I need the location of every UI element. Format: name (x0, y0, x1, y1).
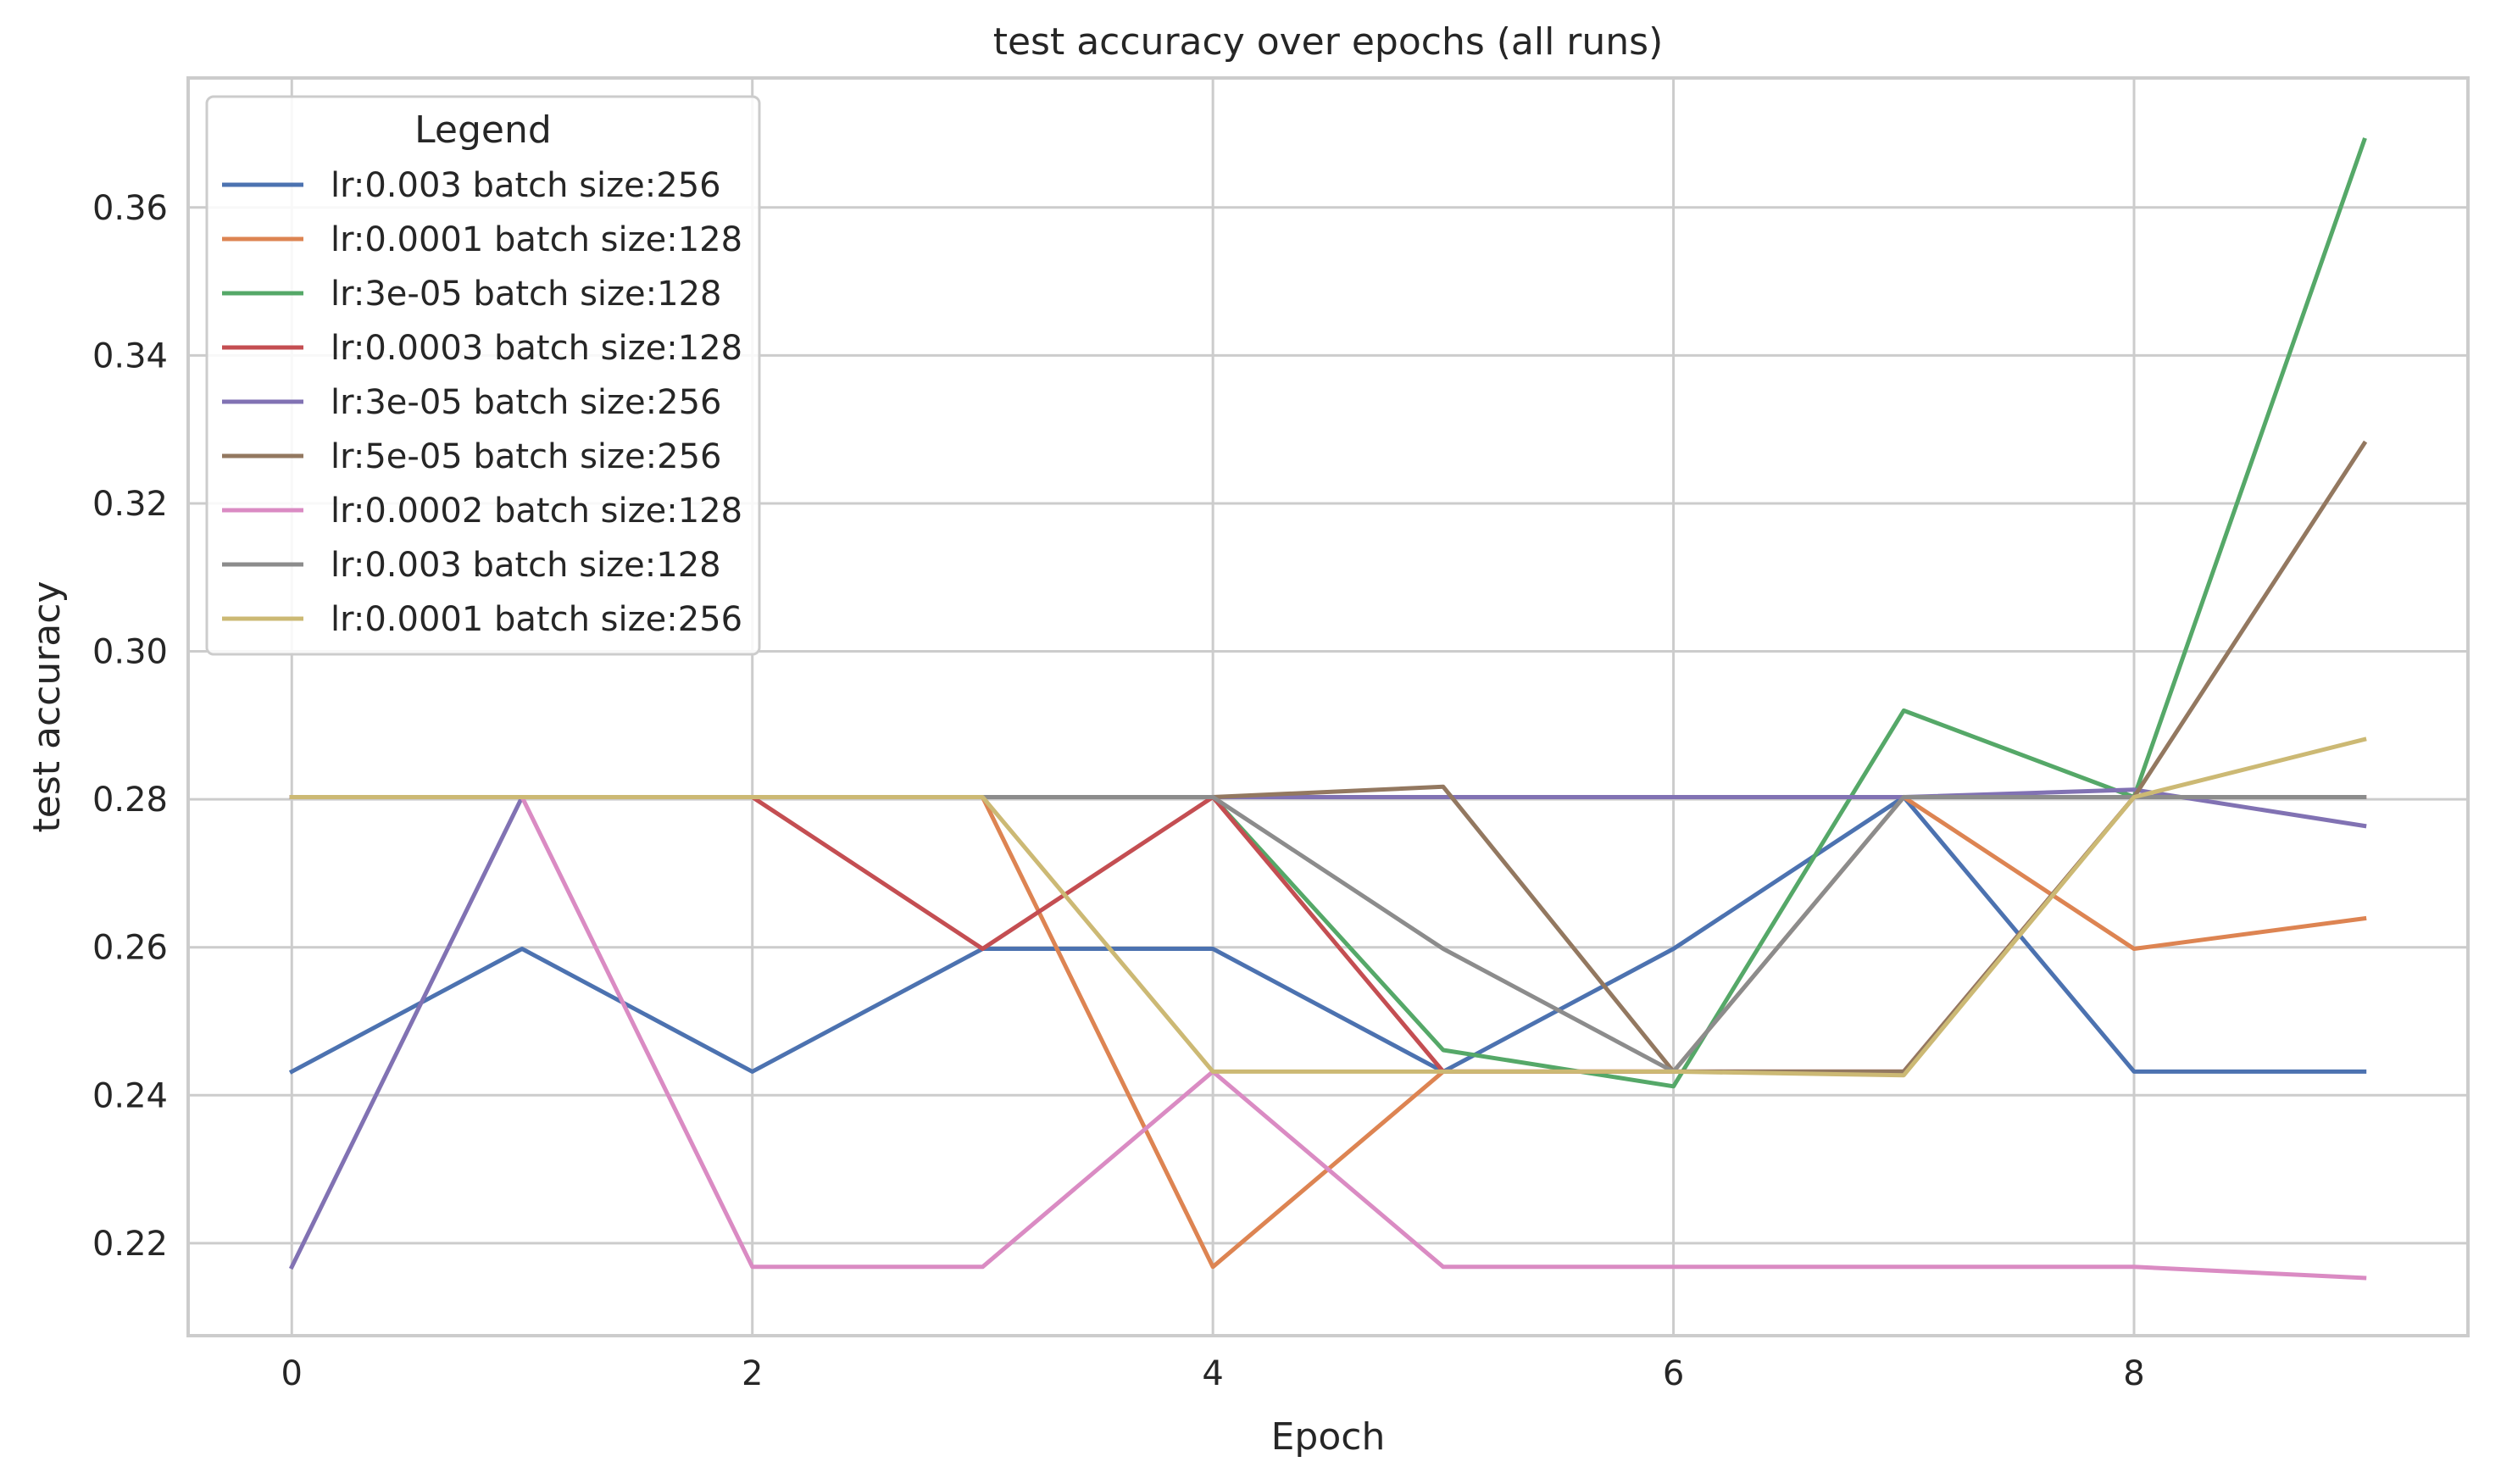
chart-title: test accuracy over epochs (all runs) (993, 20, 1664, 64)
legend-entries: lr:0.003 batch size:256 lr:0.0001 batch s… (222, 166, 742, 639)
legend: Legend lr:0.003 batch size:256 lr:0.0001 … (205, 95, 761, 656)
x-axis-label: Epoch (1271, 1415, 1386, 1459)
series-line (289, 736, 2367, 1078)
legend-entry-label: lr:0.003 batch size:128 (331, 546, 721, 585)
y-tick-labels: 0.22 0.24 0.26 0.28 0.30 0.32 0.34 0.36 (92, 189, 168, 1264)
x-tick-label: 8 (2123, 1354, 2144, 1393)
legend-box (205, 95, 761, 656)
legend-entry-label: lr:3e-05 batch size:256 (331, 383, 721, 422)
legend-entry-label: lr:0.0003 batch size:128 (331, 329, 742, 368)
legend-entry-label: lr:0.0002 batch size:128 (331, 492, 742, 531)
y-tick-label: 0.30 (92, 633, 168, 672)
series-lines (288, 137, 2368, 1281)
y-tick-label: 0.24 (92, 1076, 168, 1115)
series-line (289, 795, 2367, 1074)
y-tick-label: 0.32 (92, 485, 168, 524)
legend-title: Legend (414, 108, 552, 152)
x-tick-labels: 0 2 4 6 8 (281, 1354, 2145, 1393)
x-tick-label: 4 (1202, 1354, 1223, 1393)
legend-entry-label: lr:0.0001 batch size:128 (331, 220, 742, 259)
y-tick-label: 0.36 (92, 189, 168, 228)
y-tick-label: 0.26 (92, 929, 168, 968)
x-tick-label: 0 (281, 1354, 303, 1393)
plot-frame (186, 76, 2470, 1337)
legend-entry-label: lr:0.003 batch size:256 (331, 166, 721, 205)
y-tick-label: 0.34 (92, 336, 168, 375)
x-tick-label: 2 (742, 1354, 763, 1393)
series-line (289, 795, 2367, 1270)
x-tick-label: 6 (1663, 1354, 1684, 1393)
legend-entry-label: lr:5e-05 batch size:256 (331, 437, 721, 476)
series-line (288, 787, 2367, 1270)
series-line (289, 795, 2367, 1281)
y-tick-label: 0.22 (92, 1225, 168, 1264)
y-tick-label: 0.28 (92, 781, 168, 820)
legend-entry-label: lr:0.0001 batch size:256 (331, 600, 742, 639)
y-axis-label: test accuracy (25, 581, 69, 833)
legend-entry-label: lr:3e-05 batch size:128 (331, 275, 721, 314)
